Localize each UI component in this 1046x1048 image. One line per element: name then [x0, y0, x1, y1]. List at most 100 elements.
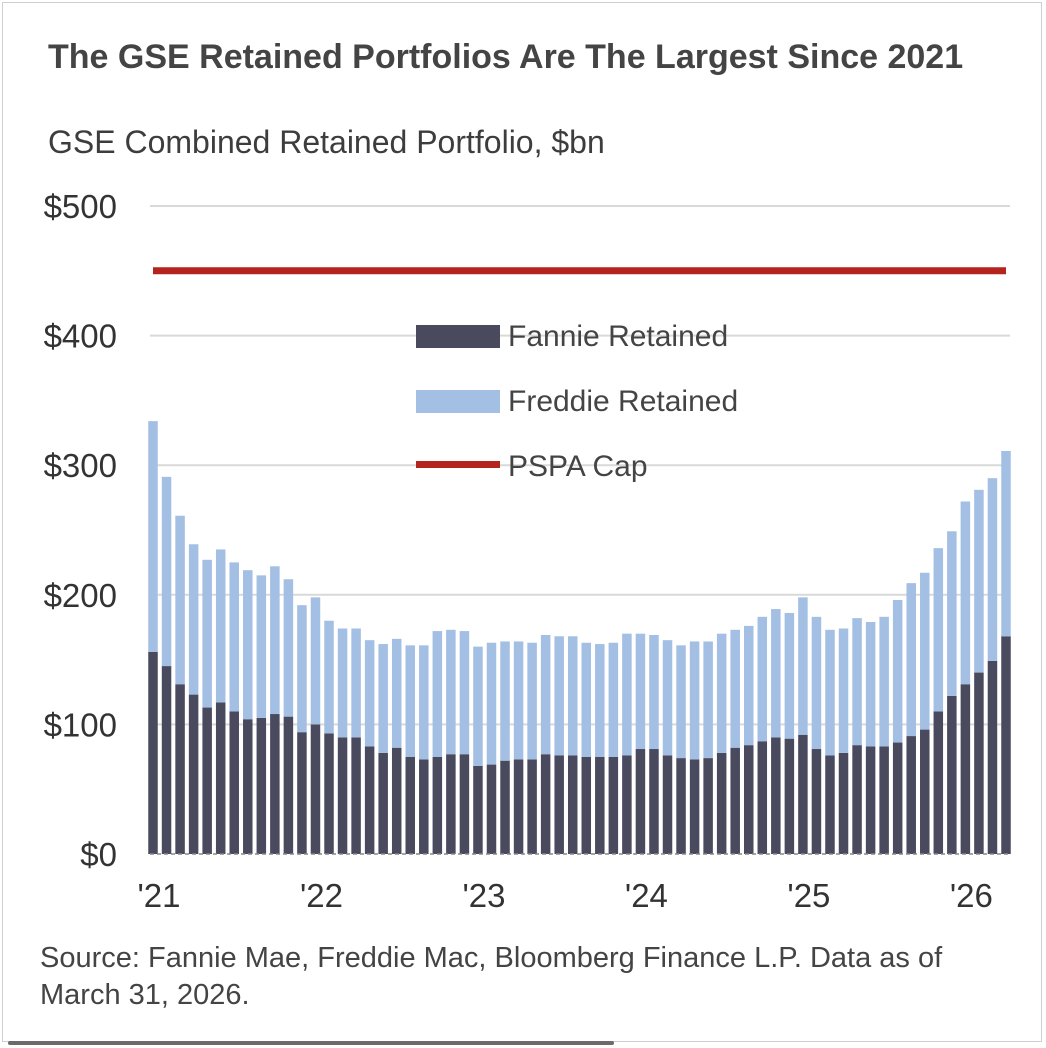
- y-tick-label: $300: [44, 447, 117, 484]
- bar-fannie: [689, 759, 700, 854]
- bar-freddie: [297, 605, 307, 733]
- bar-freddie: [622, 633, 632, 756]
- bars-group: [148, 421, 1011, 854]
- bar-freddie: [243, 570, 253, 720]
- bar-freddie: [865, 622, 876, 747]
- bar-fannie: [364, 746, 375, 854]
- bar-fannie: [608, 756, 619, 854]
- bar-freddie: [838, 628, 849, 753]
- legend-swatch-freddie: [416, 390, 500, 413]
- y-tick-label: $400: [44, 318, 117, 355]
- bar-freddie: [324, 620, 334, 734]
- bar-fannie: [1001, 636, 1011, 854]
- bar-freddie: [500, 641, 510, 761]
- bar-fannie: [175, 684, 185, 854]
- bar-fannie: [337, 737, 348, 854]
- bar-freddie: [906, 583, 916, 737]
- chart-title: The GSE Retained Portfolios Are The Larg…: [48, 38, 964, 76]
- bar-fannie: [771, 737, 781, 854]
- bar-fannie: [987, 660, 998, 854]
- bar-freddie: [743, 625, 754, 746]
- bar-freddie: [879, 616, 889, 747]
- source-note: Source: Fannie Mae, Freddie Mac, Bloombe…: [40, 942, 943, 1011]
- bar-fannie: [310, 724, 321, 854]
- bar-fannie: [148, 651, 158, 854]
- bar-freddie: [798, 597, 808, 735]
- bar-fannie: [459, 754, 470, 854]
- bar-fannie: [662, 755, 673, 854]
- bar-freddie: [716, 633, 727, 753]
- bar-fannie: [757, 741, 768, 854]
- bar-freddie: [310, 597, 321, 725]
- bar-freddie: [446, 629, 456, 755]
- bar-fannie: [391, 747, 402, 854]
- bar-freddie: [527, 642, 537, 760]
- bar-fannie: [229, 711, 239, 854]
- bar-freddie: [892, 599, 903, 743]
- bar-freddie: [960, 501, 971, 685]
- y-axis-labels: $0 $100 $200 $300 $400 $500: [44, 188, 117, 873]
- bar-freddie: [419, 645, 429, 760]
- bar-fannie: [635, 749, 646, 854]
- y-tick-label: $500: [44, 188, 117, 225]
- bar-fannie: [432, 756, 443, 854]
- bar-fannie: [567, 755, 578, 854]
- bar-fannie: [784, 738, 795, 854]
- bar-freddie: [852, 618, 862, 746]
- bar-fannie: [906, 736, 916, 854]
- bar-freddie: [283, 579, 294, 717]
- bar-fannie: [581, 756, 592, 854]
- bar-freddie: [148, 421, 158, 652]
- bar-freddie: [608, 642, 619, 757]
- bar-freddie: [202, 559, 212, 708]
- bar-freddie: [933, 548, 944, 712]
- bar-fannie: [351, 737, 361, 854]
- x-tick-label: '23: [462, 877, 505, 914]
- legend-label-fannie: Fannie Retained: [508, 320, 728, 353]
- legend-swatch-fannie: [416, 325, 500, 348]
- x-tick-label: '25: [787, 877, 830, 914]
- bar-fannie: [865, 746, 876, 854]
- legend-swatch-pspa-cap: [416, 461, 500, 468]
- bar-freddie: [391, 638, 402, 748]
- bar-freddie: [581, 642, 592, 757]
- bar-fannie: [933, 711, 944, 854]
- bar-fannie: [825, 755, 835, 854]
- bar-fannie: [500, 760, 510, 854]
- bar-fannie: [838, 752, 849, 854]
- bar-fannie: [947, 695, 957, 854]
- bar-fannie: [595, 756, 605, 854]
- bar-fannie: [161, 666, 172, 854]
- bar-fannie: [419, 759, 429, 854]
- bar-freddie: [567, 636, 578, 756]
- legend-label-pspa-cap: PSPA Cap: [508, 450, 648, 483]
- bar-freddie: [662, 640, 673, 756]
- bar-fannie: [716, 752, 727, 854]
- bar-fannie: [703, 758, 713, 854]
- bar-freddie: [649, 634, 659, 750]
- bar-fannie: [811, 749, 822, 854]
- bar-fannie: [852, 745, 862, 854]
- x-tick-label: '26: [950, 877, 993, 914]
- bar-freddie: [459, 631, 470, 755]
- bar-freddie: [987, 478, 998, 661]
- bar-freddie: [757, 616, 768, 742]
- bar-freddie: [1001, 450, 1011, 637]
- bar-freddie: [676, 645, 686, 759]
- bar-freddie: [378, 644, 388, 753]
- bar-freddie: [947, 531, 957, 696]
- bar-freddie: [229, 562, 239, 712]
- legend-label-freddie: Freddie Retained: [508, 385, 738, 418]
- bar-freddie: [513, 641, 524, 760]
- bar-freddie: [188, 544, 199, 695]
- x-tick-label: '22: [300, 877, 343, 914]
- y-tick-label: $0: [80, 836, 117, 873]
- bar-fannie: [270, 714, 280, 854]
- bar-fannie: [486, 764, 497, 854]
- bar-fannie: [960, 684, 971, 854]
- bar-fannie: [473, 765, 483, 854]
- bar-freddie: [920, 572, 930, 730]
- bar-freddie: [635, 633, 646, 750]
- bar-fannie: [202, 707, 212, 854]
- horizontal-scrollbar[interactable]: [8, 1041, 614, 1045]
